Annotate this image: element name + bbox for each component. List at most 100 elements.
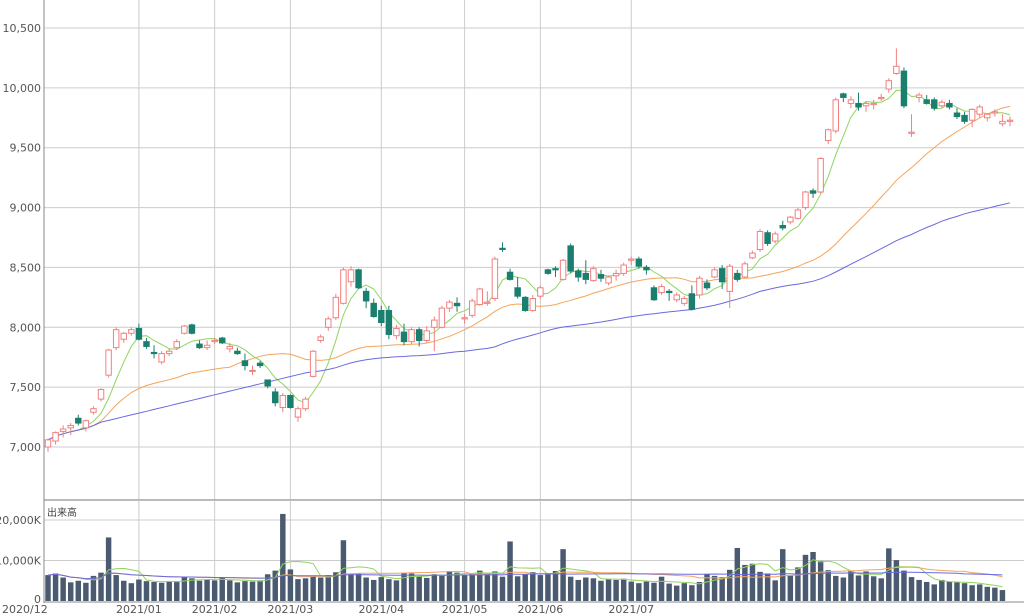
volume-bar [613, 579, 619, 601]
volume-bar [484, 573, 491, 601]
candle-body [423, 330, 430, 341]
candle-body [1006, 119, 1014, 122]
volume-bar [514, 576, 521, 601]
price-y-tick-label: 8,000 [10, 321, 42, 334]
volume-bar [681, 583, 688, 601]
volume-bar [969, 585, 975, 601]
candle-body [688, 293, 696, 310]
candle-body [923, 99, 930, 104]
candle-body [461, 317, 468, 320]
volume-bar [461, 574, 468, 601]
x-axis-label: 2020/12 [2, 603, 48, 615]
candle-body [847, 99, 855, 104]
candle-body [309, 350, 317, 377]
candle-body [52, 432, 59, 442]
volume-bar [757, 571, 763, 601]
price-grid [44, 0, 1024, 500]
volume-bar [401, 572, 407, 601]
volume-bar [348, 573, 354, 601]
candle-body [991, 111, 999, 114]
volume-bar [855, 575, 862, 601]
candle-body [165, 350, 173, 355]
x-axis-label: 2021/03 [268, 603, 314, 615]
volume-bar [98, 572, 104, 601]
volume-bar [196, 580, 203, 601]
x-axis-label: 2021/02 [192, 603, 238, 615]
volume-bar [90, 575, 97, 601]
volume-bar [507, 541, 513, 601]
volume-bar [916, 579, 922, 601]
volume-bar [628, 581, 634, 601]
candle-body [234, 350, 241, 355]
candle-body [468, 300, 476, 316]
candle-body [431, 319, 438, 328]
price-y-tick-label: 9,500 [10, 142, 42, 155]
volume-bar [961, 583, 968, 601]
candle-body [575, 270, 582, 278]
candle-body [582, 272, 590, 280]
candle-body [476, 288, 483, 306]
candle-body [794, 209, 802, 219]
candle-body [878, 96, 885, 100]
volume-bar [340, 540, 347, 601]
volume-bar [408, 573, 415, 601]
volume-bar [939, 579, 945, 601]
candle-body [150, 351, 158, 355]
volume-y-tick-label: 20,000K [0, 514, 42, 527]
candle-body [703, 282, 711, 289]
candle-body [355, 269, 362, 289]
volume-bar [780, 549, 786, 601]
candle-body [218, 337, 226, 344]
volume-bar [310, 576, 316, 601]
volume-bar [696, 581, 703, 601]
candle-body [393, 327, 400, 337]
volume-bar [636, 583, 642, 601]
candle-body [862, 102, 870, 107]
volume-bar [257, 580, 263, 601]
volume-bar [370, 579, 377, 601]
candle-body [893, 65, 900, 74]
volume-bar [166, 581, 172, 601]
candle-body [408, 329, 415, 343]
volume-bar [999, 590, 1006, 601]
candle-body [802, 191, 809, 209]
candle-body [453, 302, 461, 307]
volume-bar [60, 577, 66, 601]
volume-bar [704, 574, 710, 601]
candle-body [711, 269, 718, 278]
candle-body [938, 101, 946, 107]
moving-average-lines [47, 89, 1011, 441]
volume-bar [424, 577, 430, 601]
volume-bar [901, 570, 907, 601]
candle-body [188, 324, 196, 334]
volume-bar [545, 573, 551, 601]
candle-body [67, 424, 74, 429]
candle-body [203, 344, 211, 349]
candle-body [112, 329, 120, 349]
candle-body [590, 268, 597, 282]
x-axis-label: 2021/07 [608, 603, 654, 615]
volume-bar [863, 571, 869, 601]
candle-body [370, 302, 377, 318]
volume-bar [620, 578, 627, 601]
candle-body [832, 99, 840, 132]
volume-bar [976, 584, 983, 601]
candle-body [415, 329, 423, 341]
candle-body [673, 294, 680, 301]
candle-body [900, 70, 908, 107]
price-y-tick-label: 10,000 [3, 82, 42, 95]
candle-body [968, 108, 976, 121]
volume-bar [643, 581, 650, 601]
volume-bar [764, 573, 771, 601]
volume-bar [605, 579, 612, 601]
candle-body [90, 408, 97, 413]
volume-ma-long-line [47, 571, 1003, 580]
volume-bar [454, 572, 460, 601]
volume-bar [234, 582, 241, 601]
volume-bar [727, 569, 733, 601]
volume-bar [416, 576, 422, 601]
candle-body [264, 379, 271, 387]
volume-bar [189, 578, 195, 601]
